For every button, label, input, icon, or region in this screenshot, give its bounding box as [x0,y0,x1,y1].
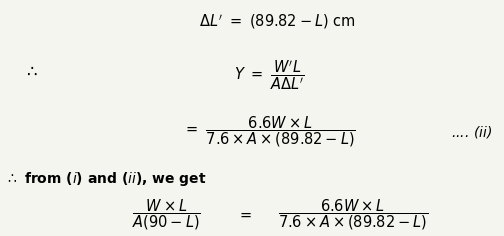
Text: $\dfrac{6.6W \times L}{7.6 \times A \times (89.82 - L)}$: $\dfrac{6.6W \times L}{7.6 \times A \tim… [278,198,428,232]
Text: $=$: $=$ [237,207,252,222]
Text: $Y \ = \ \dfrac{W^{\prime}L}{A\Delta L^{\prime}}$: $Y \ = \ \dfrac{W^{\prime}L}{A\Delta L^{… [234,59,305,93]
Text: $\dfrac{W \times L}{A(90 - L)}$: $\dfrac{W \times L}{A(90 - L)}$ [132,198,201,232]
Text: .... ($ii$): .... ($ii$) [451,124,492,140]
Text: $\Delta L^{\prime} \ = \ (89.82 - L) \mathrm{\ cm}$: $\Delta L^{\prime} \ = \ (89.82 - L) \ma… [199,12,356,30]
Text: $\therefore$ from ($i$) and ($ii$), we get: $\therefore$ from ($i$) and ($ii$), we g… [5,170,206,188]
Text: $= \ \dfrac{6.6W \times L}{7.6 \times A \times (89.82 - L)}$: $= \ \dfrac{6.6W \times L}{7.6 \times A … [183,115,356,149]
Text: $\therefore$: $\therefore$ [23,62,37,80]
